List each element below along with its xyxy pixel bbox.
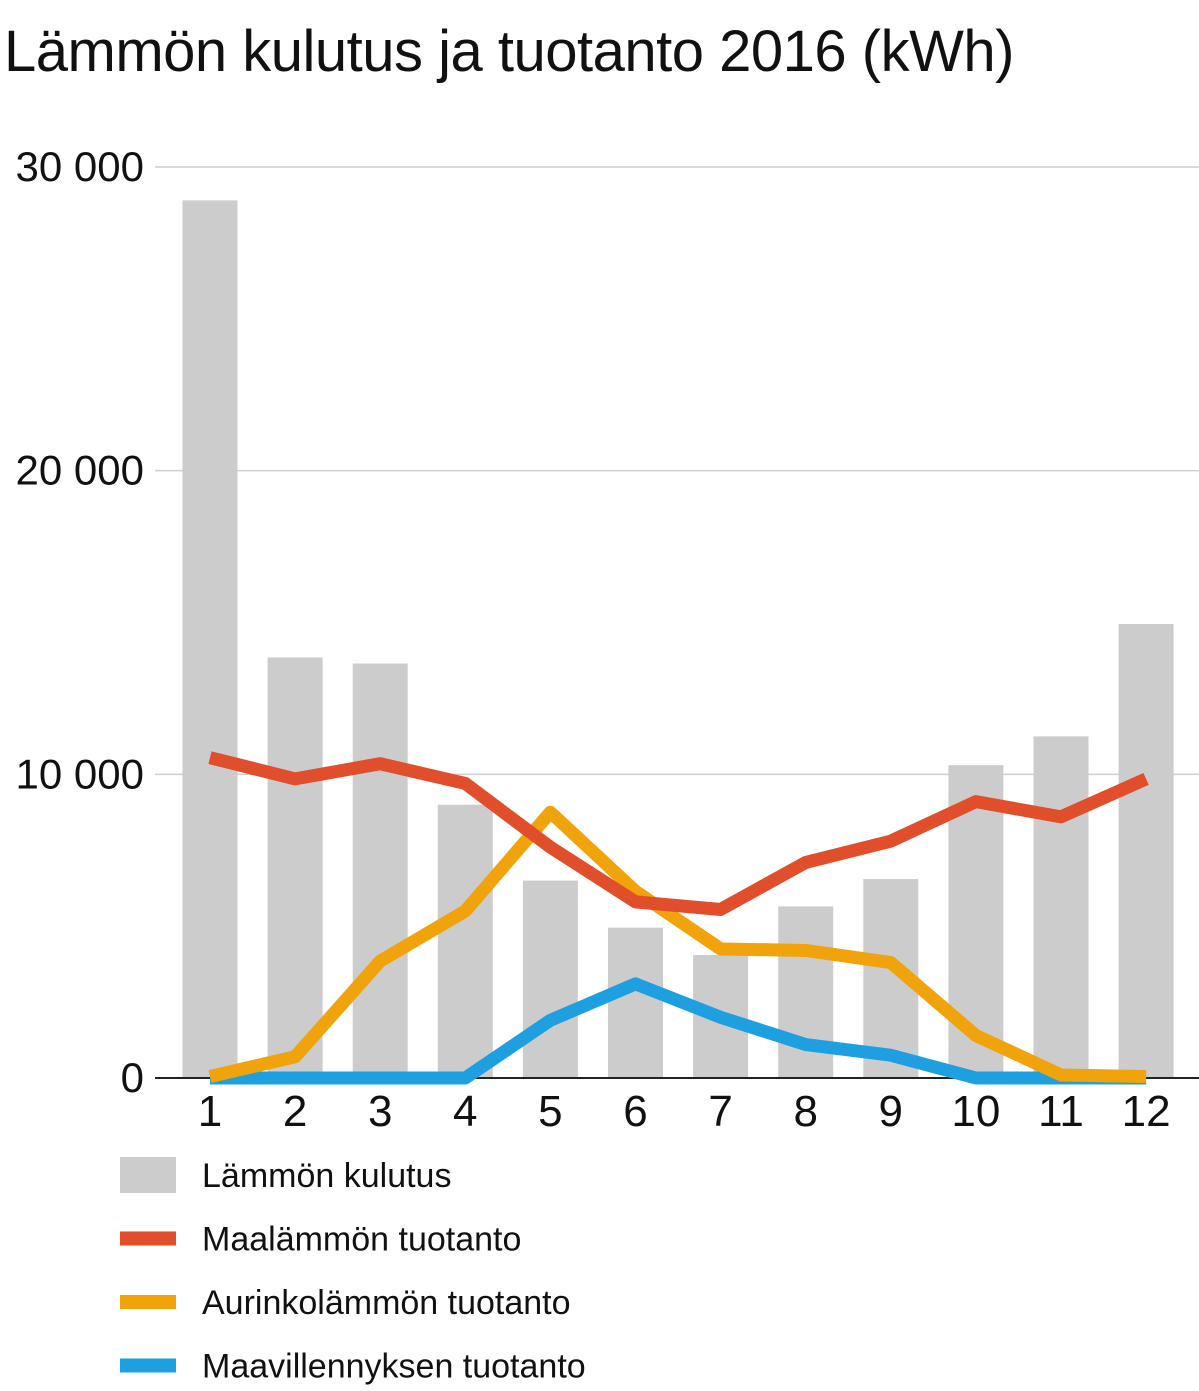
bar bbox=[437, 804, 493, 1078]
x-tick-label: 5 bbox=[538, 1087, 562, 1136]
x-tick-label: 3 bbox=[368, 1087, 392, 1136]
series-line bbox=[210, 977, 1147, 1085]
bar bbox=[352, 663, 408, 1078]
x-tick-label: 6 bbox=[623, 1087, 647, 1136]
chart-title: Lämmön kulutus ja tuotanto 2016 (kWh) bbox=[4, 19, 1014, 84]
bar bbox=[1118, 624, 1174, 1078]
y-tick-label: 10 000 bbox=[16, 750, 144, 797]
legend-swatch bbox=[120, 1231, 176, 1246]
bar-layer bbox=[182, 200, 1174, 1079]
x-tick-label: 1 bbox=[198, 1087, 222, 1136]
legend-swatch bbox=[120, 1358, 176, 1373]
series-line bbox=[208, 805, 1147, 1083]
series-line bbox=[208, 751, 1149, 916]
legend-swatch bbox=[120, 1157, 176, 1193]
y-tick-label: 30 000 bbox=[16, 143, 144, 190]
legend-label: Aurinkolämmön tuotanto bbox=[202, 1284, 571, 1322]
x-tick-label: 8 bbox=[793, 1087, 817, 1136]
y-tick-label: 0 bbox=[121, 1054, 144, 1101]
y-tick-label: 20 000 bbox=[16, 447, 144, 494]
legend-label: Maalämmön tuotanto bbox=[202, 1221, 521, 1259]
x-tick-label: 12 bbox=[1122, 1087, 1171, 1136]
bar bbox=[1033, 736, 1089, 1078]
legend-swatch bbox=[120, 1295, 176, 1309]
bar bbox=[522, 880, 578, 1078]
bar bbox=[182, 200, 238, 1079]
x-tick-label: 7 bbox=[708, 1087, 732, 1136]
x-tick-label: 9 bbox=[879, 1087, 903, 1136]
legend-label: Lämmön kulutus bbox=[202, 1157, 451, 1195]
x-tick-label: 11 bbox=[1038, 1087, 1084, 1136]
x-tick-label: 4 bbox=[453, 1087, 477, 1136]
x-tick-label: 2 bbox=[283, 1087, 307, 1136]
line-layer bbox=[208, 751, 1149, 1085]
bar bbox=[267, 657, 323, 1078]
legend-layer: Lämmön kulutus Maalämmön tuotanto Aurinkol… bbox=[120, 1157, 586, 1386]
legend-label: Maavillennyksen tuotanto bbox=[202, 1348, 586, 1386]
bar bbox=[608, 927, 663, 1078]
x-tick-label: 10 bbox=[951, 1087, 1000, 1136]
